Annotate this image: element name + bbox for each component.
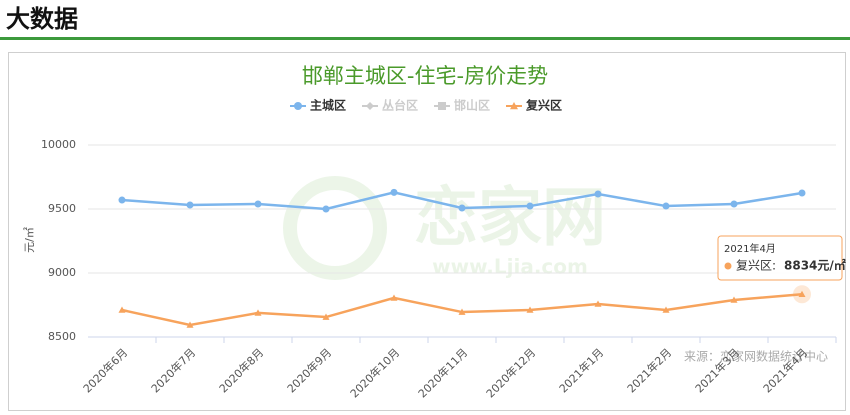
data-point — [458, 204, 466, 212]
hover-halo — [793, 285, 811, 304]
data-point — [662, 202, 670, 210]
header-title: 大数据 — [6, 5, 78, 33]
tooltip-value: 8834元/㎡ — [784, 258, 846, 273]
x-tick-label: 2020年6月 — [80, 345, 130, 395]
tooltip-title: 2021年4月 — [724, 242, 776, 255]
data-point — [798, 189, 806, 197]
data-point — [730, 296, 738, 303]
y-tick-label: 8500 — [48, 330, 76, 343]
watermark-text: 恋家网 — [414, 182, 606, 256]
data-point — [322, 313, 330, 320]
data-point — [254, 200, 262, 208]
legend-marker — [366, 102, 374, 110]
x-tick-label: 2021年2月 — [624, 345, 674, 395]
y-tick-label: 9500 — [48, 202, 76, 215]
legend-marker — [294, 102, 302, 110]
data-point — [390, 294, 398, 301]
data-point — [186, 201, 194, 209]
data-point — [594, 300, 602, 307]
data-point — [730, 200, 738, 208]
x-tick-label: 2020年11月 — [415, 345, 470, 400]
x-tick-label: 2020年12月 — [483, 345, 538, 400]
legend-marker — [438, 102, 446, 110]
y-tick-label: 10000 — [41, 138, 76, 151]
data-point — [526, 202, 534, 210]
data-point — [798, 290, 806, 298]
data-point — [322, 205, 330, 213]
y-axis-label: 元/㎡ — [23, 227, 36, 253]
x-tick-label: 2020年7月 — [148, 345, 198, 395]
x-tick-label: 2020年8月 — [216, 345, 266, 395]
watermark-url: www.Ljia.com — [432, 255, 588, 279]
legend-marker — [510, 102, 518, 110]
tooltip-box — [717, 235, 843, 281]
chart-title: 邯郸主城区-住宅-房价走势 — [302, 64, 548, 88]
data-point — [118, 306, 126, 313]
legend-label: 丛台区 — [382, 98, 418, 113]
x-tick-label: 2020年10月 — [347, 345, 402, 400]
data-point — [458, 308, 466, 315]
y-tick-label: 9000 — [48, 266, 76, 279]
source-note: 来源：恋家网数据统计中心 — [684, 349, 828, 364]
x-tick-label: 2021年1月 — [556, 345, 606, 395]
tooltip-label: 复兴区: — [736, 259, 776, 273]
legend-label: 复兴区 — [525, 98, 562, 113]
data-point — [390, 188, 398, 196]
data-point — [254, 309, 262, 316]
data-point — [186, 321, 194, 328]
data-point — [662, 306, 670, 313]
tooltip-dot — [724, 262, 732, 270]
chart-frame — [8, 52, 846, 411]
data-point — [594, 190, 602, 198]
data-point — [118, 196, 126, 204]
header-rule — [0, 37, 850, 40]
watermark-logo — [283, 176, 387, 280]
x-tick-label: 2020年9月 — [284, 345, 334, 395]
legend-label: 主城区 — [310, 98, 346, 113]
legend-label: 邯山区 — [454, 98, 490, 113]
data-point — [526, 306, 534, 313]
watermark: 恋家网 www.Ljia.com — [283, 176, 606, 280]
